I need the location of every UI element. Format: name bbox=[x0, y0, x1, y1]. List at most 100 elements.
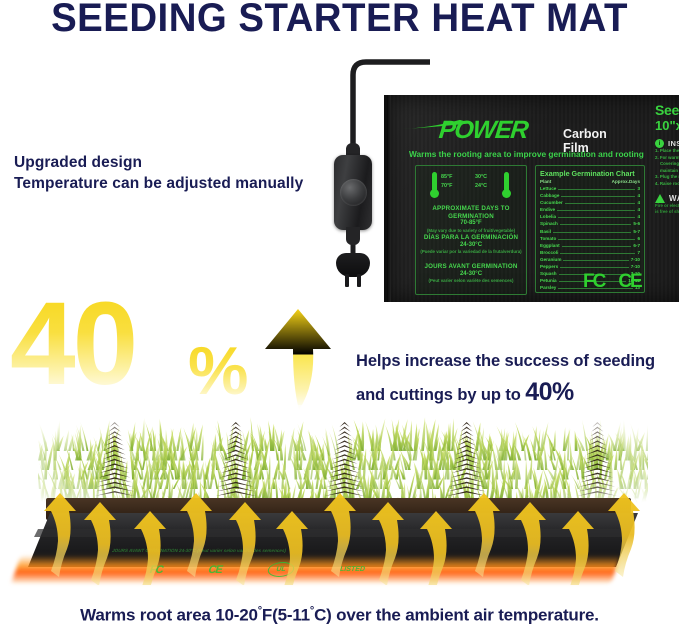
chart-leader bbox=[563, 259, 629, 261]
chart-days: 7-10 bbox=[630, 256, 640, 262]
bottom-caption: Warms root area 10-20°F(5-11°C) over the… bbox=[0, 605, 679, 626]
panel-tagline: Warms the rooting area to improve germin… bbox=[409, 149, 644, 159]
chart-row: Cabbage 4 bbox=[540, 192, 640, 199]
chart-leader bbox=[559, 224, 632, 226]
seedling-heading: Seedling bbox=[655, 102, 679, 118]
chart-row: Eggplant 6-7 bbox=[540, 242, 640, 249]
chart-days: 13 bbox=[634, 285, 640, 291]
warning-item: is free of sharp points or bbox=[655, 208, 679, 214]
chart-row: Geranium 7-10 bbox=[540, 256, 640, 263]
helps-line-2-strong: 40% bbox=[525, 378, 574, 406]
chart-leader bbox=[558, 238, 636, 240]
chart-leader bbox=[557, 210, 636, 212]
chart-leader bbox=[558, 274, 629, 276]
germ-sub-fr: (Peut varier selon variéte des semences) bbox=[428, 278, 514, 283]
chart-header-row: Plant Approx.Days bbox=[540, 179, 640, 184]
chart-leader bbox=[558, 288, 633, 290]
germination-temperature-box: 85°F 70°F 30°C 24°C APPROXIMATE DAYS TO … bbox=[415, 165, 527, 295]
panel-right-column: Seedling 10"x20.7" i INSTRUCTIONS 1. Pla… bbox=[655, 103, 679, 215]
chart-row: Basil 5-7 bbox=[540, 228, 640, 235]
info-icon: i bbox=[655, 139, 664, 148]
chart-row: Lobelia 4 bbox=[540, 213, 640, 220]
warning-list: Fire or electric shock mais free of shar… bbox=[655, 203, 679, 215]
upgraded-design-text: Upgraded design Temperature can be adjus… bbox=[14, 152, 303, 194]
chart-leader bbox=[558, 217, 636, 219]
chart-days: 4 bbox=[637, 207, 640, 213]
seedling-size: 10"x20.7" bbox=[655, 118, 679, 133]
hero-percent-sign: % bbox=[188, 333, 249, 409]
chart-days: 5-7 bbox=[633, 228, 640, 234]
temp-c-high: 30°C bbox=[475, 174, 488, 180]
chart-plant: Peppers bbox=[540, 264, 559, 270]
chart-days: 10-12 bbox=[628, 278, 640, 284]
chart-leader bbox=[552, 231, 632, 233]
upgraded-line-1: Upgraded design bbox=[14, 154, 143, 171]
chart-row: Spinach 5-6 bbox=[540, 220, 640, 227]
helps-line-2-pre: and cuttings by up to bbox=[356, 386, 526, 404]
chart-row: Parsley 13 bbox=[540, 284, 640, 291]
caption-unit-c: C) bbox=[314, 605, 332, 625]
germ-heading-es: DÍAS PARA LA GERMINACIÓN bbox=[423, 234, 519, 241]
fcc-logo-icon: FC bbox=[583, 271, 606, 292]
helps-line-2: and cuttings by up to 40% bbox=[356, 377, 676, 411]
chart-plant: Basil bbox=[540, 228, 551, 234]
helps-line-1: Helps increase the success of seeding bbox=[356, 352, 655, 370]
germ-temp-es: 24-30°C bbox=[459, 241, 483, 248]
chart-days: 6 bbox=[637, 235, 640, 241]
caption-unit-f: F( bbox=[261, 605, 278, 625]
instruction-item: 2. For warmer mat temper bbox=[655, 154, 679, 160]
germination-chart: Example Germination Chart Plant Approx.D… bbox=[535, 165, 645, 293]
instructions-header: i INSTRUCTIONS bbox=[655, 139, 679, 148]
germination-block-fr: JOURS AVANT GERMINATION 24-30°C (Peut va… bbox=[416, 263, 526, 284]
temperature-controller-body[interactable] bbox=[334, 155, 372, 230]
heat-mat-scene: JOURS AVANT GERMINATION 24-30°C (Peut va… bbox=[0, 405, 679, 605]
germ-heading-fr: JOURS AVANT GERMINATION bbox=[424, 263, 518, 270]
chart-days: 4 bbox=[637, 193, 640, 199]
temp-c-low: 24°C bbox=[475, 183, 488, 189]
plug-prong-right bbox=[357, 274, 361, 287]
warning-title: WARNING bbox=[669, 193, 679, 203]
instructions-title: INSTRUCTIONS bbox=[668, 139, 679, 148]
power-cord-and-controller bbox=[300, 55, 430, 287]
chart-row: Squash 7-10 bbox=[540, 270, 640, 277]
germ-heading-en: APPROXIMATE DAYS TO GERMINATION bbox=[432, 205, 510, 220]
caption-temp-f: 10-20 bbox=[215, 605, 258, 625]
chart-row: Peppers 7-10 bbox=[540, 263, 640, 270]
germ-sub-es: (Puede variar por la variedad de la frut… bbox=[420, 249, 522, 254]
chart-col-plant: Plant bbox=[540, 179, 552, 184]
thermometer-fahrenheit-icon bbox=[430, 172, 439, 198]
warning-triangle-icon bbox=[655, 193, 665, 203]
seedling-canopy bbox=[38, 405, 648, 510]
heat-arrows-group bbox=[44, 493, 640, 585]
chart-leader bbox=[561, 245, 632, 247]
chart-plant: Cucumber bbox=[540, 200, 563, 206]
chart-days: 5-6 bbox=[633, 221, 640, 227]
chart-days: 7-10 bbox=[630, 271, 640, 277]
chart-rows: Lettuce 3 Cabbage 4 Cucumber 4 Endive 4 Lobelia 4… bbox=[540, 185, 640, 291]
instruction-item: 3. Plug the mat into a 120 bbox=[655, 174, 679, 180]
chart-row: Lettuce 3 bbox=[540, 185, 640, 192]
brand-logo: POWER Carbon Film bbox=[399, 113, 623, 155]
helps-increase-text: Helps increase the success of seeding an… bbox=[356, 346, 676, 411]
chart-days: 7 bbox=[637, 249, 640, 255]
chart-row: Tomato 6 bbox=[540, 235, 640, 242]
chart-leader bbox=[561, 196, 636, 198]
instruction-item: maintain humidity contro bbox=[660, 167, 679, 173]
brand-name: POWER bbox=[437, 116, 529, 144]
temp-f-low: 70°F bbox=[441, 183, 453, 189]
ipower-swoosh-icon bbox=[399, 119, 472, 130]
caption-deg-c: ° bbox=[309, 605, 315, 617]
plug-head bbox=[336, 253, 370, 277]
germination-block-es: DÍAS PARA LA GERMINACIÓN 24-30°C (Puede … bbox=[416, 234, 526, 255]
warning-header: WARNING bbox=[655, 193, 679, 203]
caption-post: over the ambient air temperature. bbox=[331, 605, 599, 625]
chart-days: 4 bbox=[637, 200, 640, 206]
chart-days: 3 bbox=[637, 186, 640, 191]
panel-left-edge bbox=[387, 95, 391, 302]
upgraded-line-2: Temperature can be adjusted manually bbox=[14, 175, 304, 192]
controller-dial-knob[interactable] bbox=[340, 179, 367, 206]
chart-plant: Petunia bbox=[540, 278, 557, 284]
caption-temp-c: 5-11 bbox=[277, 605, 310, 625]
product-label-panel: POWER Carbon Film Warms the rooting area… bbox=[384, 95, 679, 302]
